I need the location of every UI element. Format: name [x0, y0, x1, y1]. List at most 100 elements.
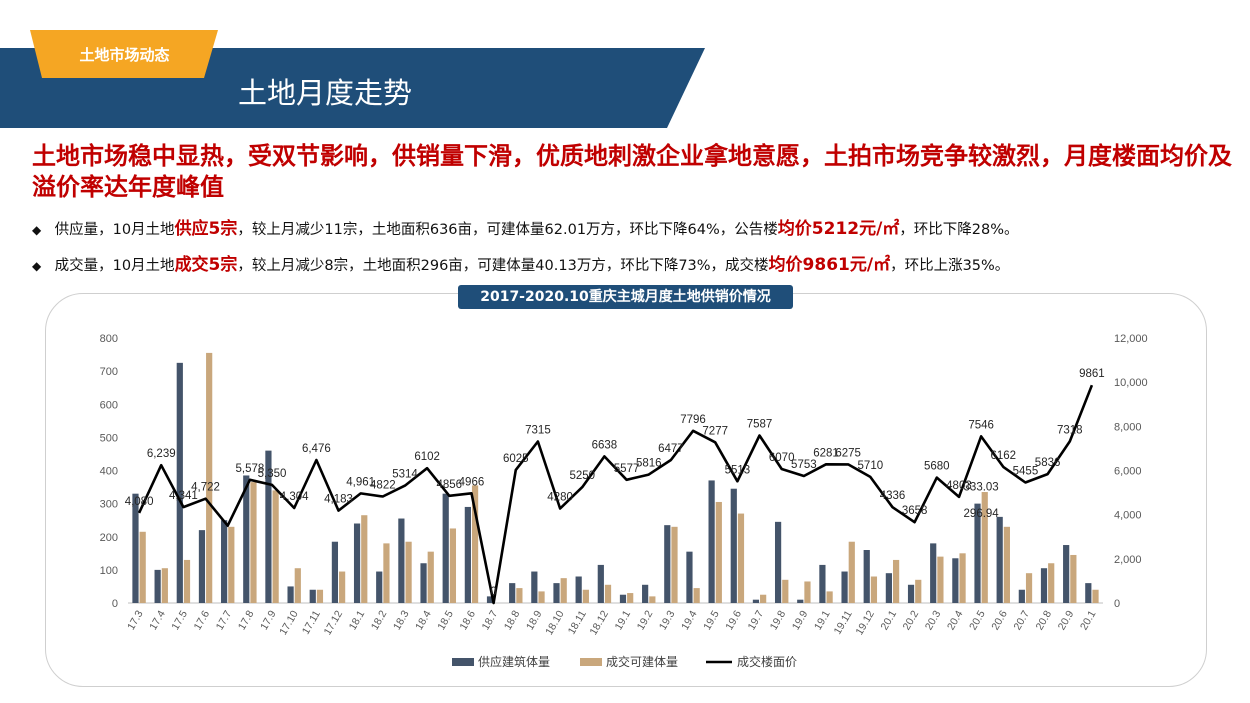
x-tick-label: 17.3	[125, 608, 146, 632]
bar-deal	[538, 591, 545, 603]
bar-deal	[250, 482, 257, 603]
bar-supply	[509, 583, 516, 603]
bullet-text: ，较上月减少8宗，土地面积296亩，可建体量40.13万方，环比下降73%，成交…	[237, 258, 769, 274]
price-data-label: 7546	[968, 419, 994, 431]
x-tick-label: 19.9	[790, 608, 811, 632]
bar-deal	[339, 571, 346, 603]
bullet-text: 成交量，10月土地	[54, 258, 175, 274]
bar-supply	[221, 520, 228, 603]
price-data-label: 5250	[569, 470, 595, 482]
bar-supply	[198, 530, 206, 603]
price-data-label: 0	[490, 586, 496, 598]
x-tick-label: 19.8	[768, 608, 789, 632]
y-right-tick-label: 12,000	[1114, 333, 1148, 345]
bar-deal	[671, 526, 678, 603]
bar-deal	[915, 579, 922, 603]
x-tick-label: 20.5	[967, 608, 988, 632]
y-right-tick-label: 4,000	[1114, 510, 1142, 522]
headline: 土地市场稳中显热，受双节影响，供销量下滑，优质地刺激企业拿地意愿，土拍市场竞争较…	[32, 142, 1232, 201]
x-tick-label: 17.10	[277, 608, 301, 637]
bullet-text: ，较上月减少11宗，土地面积636亩，可建体量62.01万方，环比下降64%，公…	[237, 222, 778, 238]
bar-deal	[715, 501, 722, 603]
bar-supply	[353, 523, 361, 603]
price-data-label: 7796	[680, 414, 706, 426]
bar-deal	[604, 584, 612, 603]
x-tick-label: 17.5	[169, 608, 190, 632]
x-tick-label: 19.2	[635, 608, 656, 632]
bar-supply	[243, 475, 250, 603]
bar-deal	[294, 568, 301, 603]
bar-deal	[959, 553, 966, 603]
bar-supply	[819, 564, 826, 603]
y-right-tick-label: 0	[1114, 598, 1120, 610]
x-tick-label: 18.6	[457, 608, 478, 632]
y-left-tick-label: 100	[100, 565, 118, 577]
x-tick-label: 18.1	[347, 608, 368, 632]
bar-deal	[383, 543, 390, 603]
bar-supply	[664, 525, 671, 603]
price-data-label: 6275	[835, 447, 861, 459]
bullet-highlight: 均价9861元/㎡	[768, 255, 891, 275]
bar-deal	[804, 581, 811, 603]
bar-deal	[1070, 554, 1077, 603]
y-right-tick-label: 8,000	[1114, 421, 1142, 433]
y-right-tick-label: 10,000	[1114, 377, 1148, 389]
bar-supply	[265, 450, 272, 603]
price-data-label: 7318	[1057, 424, 1083, 436]
legend-label: 成交可建体量	[606, 654, 678, 669]
bar-deal	[139, 531, 146, 603]
x-tick-label: 18.4	[413, 608, 434, 632]
price-data-label: 5,578	[235, 463, 264, 475]
diamond-bullet-icon: ◆	[32, 259, 42, 273]
page-title: 土地月度走势	[238, 76, 413, 110]
extra-data-label: 296.94	[964, 508, 1000, 520]
x-tick-label: 17.6	[192, 608, 213, 632]
y-left-tick-label: 400	[100, 466, 118, 478]
price-data-label: 6025	[503, 453, 529, 465]
bar-deal	[937, 556, 944, 603]
x-tick-label: 20.2	[901, 608, 922, 632]
bar-supply	[952, 558, 959, 603]
bar-supply	[553, 583, 560, 603]
bar-supply	[708, 480, 715, 603]
price-data-label: 4966	[459, 476, 485, 488]
bar-supply	[309, 589, 316, 603]
x-tick-label: 19.1	[812, 608, 833, 632]
legend-label: 供应建筑体量	[478, 654, 550, 669]
bar-deal	[870, 576, 878, 603]
bar-supply	[774, 521, 782, 603]
bar-deal	[161, 568, 168, 603]
price-data-label: 4280	[547, 491, 573, 503]
x-tick-label: 19.3	[657, 608, 678, 632]
x-tick-label: 17.12	[322, 608, 346, 637]
price-data-label: 4,722	[191, 482, 220, 494]
x-tick-label: 18.5	[435, 608, 456, 632]
y-left-tick-label: 700	[100, 366, 118, 378]
bar-supply	[841, 571, 848, 603]
price-data-label: 4,304	[280, 491, 309, 503]
bullet-highlight: 供应5宗	[174, 219, 238, 239]
y-left-tick-label: 600	[100, 399, 118, 411]
bar-deal	[826, 591, 833, 603]
bar-supply	[442, 493, 449, 603]
bar-deal	[693, 588, 700, 603]
x-tick-label: 18.3	[391, 608, 412, 632]
bar-deal	[582, 589, 589, 603]
bullet-deal: ◆ 成交量，10月土地成交5宗，较上月减少8宗，土地面积296亩，可建体量40.…	[32, 250, 1009, 275]
bar-supply	[132, 493, 139, 603]
bar-supply	[331, 541, 339, 603]
y-right-tick-label: 6,000	[1114, 466, 1142, 478]
price-data-label: 7587	[747, 418, 773, 430]
x-tick-label: 18.8	[502, 608, 523, 632]
bar-supply	[930, 543, 937, 603]
bar-deal	[471, 485, 479, 603]
bar-supply	[686, 551, 693, 603]
bar-deal	[1025, 573, 1033, 603]
diamond-bullet-icon: ◆	[32, 223, 42, 237]
price-data-label: 5577	[614, 463, 640, 475]
bar-deal	[737, 513, 745, 603]
bar-supply	[797, 599, 804, 603]
x-tick-label: 19.5	[701, 608, 722, 632]
price-data-label: 4336	[880, 490, 906, 502]
